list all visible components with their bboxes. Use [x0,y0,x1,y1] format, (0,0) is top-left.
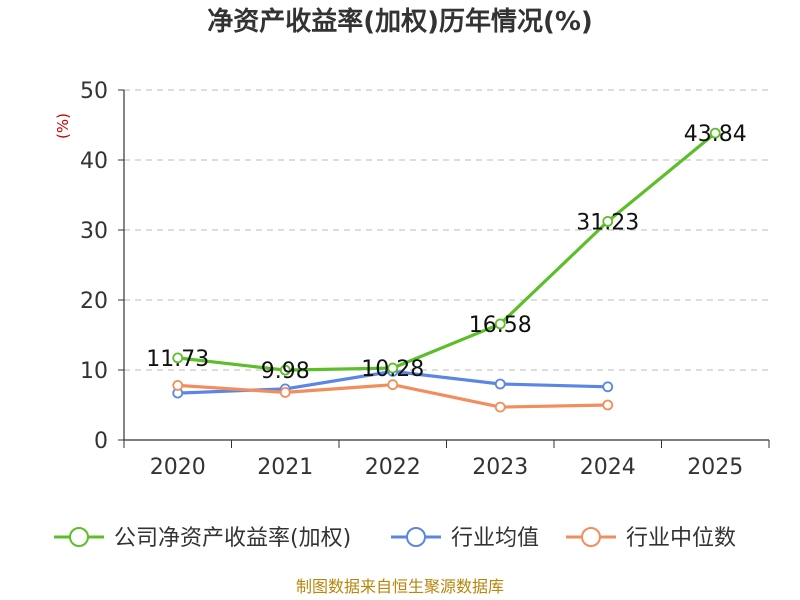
y-tick-label: 0 [94,429,108,454]
data-label: 31.23 [576,210,639,235]
chart-title: 净资产收益率(加权)历年情况(%) [207,6,593,37]
y-tick-label: 10 [80,359,108,384]
series-layer [172,127,721,413]
legend-label: 公司净资产收益率(加权) [114,526,351,551]
axes: 0 10 20 30 40 50 2020 2021 2022 2023 2024 2025 [80,79,770,480]
x-tick-label: 2025 [687,455,743,480]
data-point [602,215,614,227]
y-tick-label: 40 [80,149,108,174]
data-point [172,379,184,391]
series-0 [172,127,721,376]
x-tick-label: 2020 [150,455,206,480]
data-point [602,399,614,411]
x-tick-label: 2024 [580,455,636,480]
data-label: 43.84 [684,122,747,147]
legend-label: 行业中位数 [626,526,736,551]
x-tick-label: 2021 [257,455,313,480]
data-label: 11.73 [146,347,209,372]
data-label: 16.58 [469,313,532,338]
data-point [494,318,506,330]
data-point [494,378,506,390]
legend: 公司净资产收益率(加权) 行业均值 行业中位数 [54,526,736,551]
data-label: 10.28 [361,357,424,382]
legend-marker [406,527,426,547]
data-point [172,352,184,364]
series-2 [172,379,614,413]
data-point [279,364,291,376]
data-labels: 11.73 9.98 10.28 16.58 31.23 43.84 [146,122,746,384]
data-point [279,386,291,398]
legend-marker [69,527,89,547]
data-point [387,362,399,374]
data-point [387,379,399,391]
y-tick-label: 50 [80,79,108,104]
data-point [602,381,614,393]
data-point [494,401,506,413]
y-axis-unit-label: (%) [54,113,72,139]
data-point [709,127,721,139]
legend-marker [581,527,601,547]
legend-label: 行业均值 [451,526,539,551]
gridlines [124,89,769,371]
data-label: 9.98 [261,359,310,384]
legend-item-2: 行业中位数 [566,526,736,551]
y-tick-label: 30 [80,219,108,244]
data-source-note: 制图数据来自恒生聚源数据库 [296,577,504,596]
legend-item-0: 公司净资产收益率(加权) [54,526,351,551]
x-tick-label: 2022 [365,455,421,480]
series-line [177,131,717,372]
legend-item-1: 行业均值 [391,526,539,551]
y-tick-label: 20 [80,289,108,314]
x-tick-label: 2023 [472,455,528,480]
